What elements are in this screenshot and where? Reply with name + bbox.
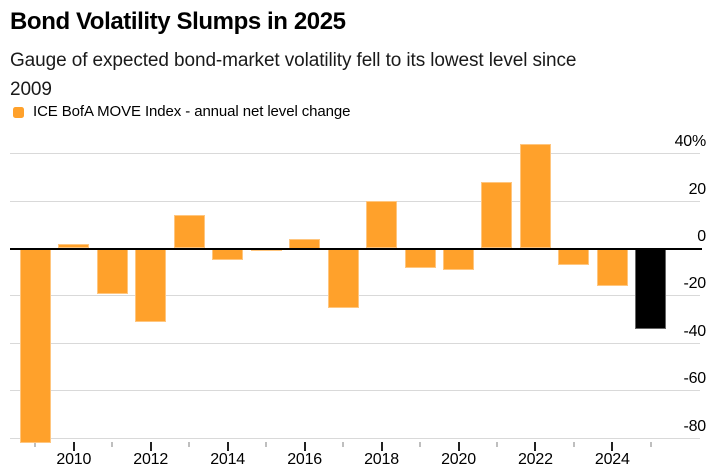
x-tick-2017 [342, 442, 345, 447]
bar-2021 [481, 182, 513, 249]
x-tick-label-2022: 2022 [517, 451, 553, 468]
x-tick-2021 [495, 442, 498, 447]
bar-2009 [19, 248, 51, 443]
x-tick-2018 [380, 442, 383, 451]
x-tick-2011 [111, 442, 114, 447]
gridline--60 [10, 390, 700, 392]
gridline--40 [10, 342, 700, 344]
gridline-20 [10, 200, 700, 202]
legend: ICE BofA MOVE Index - annual net level c… [13, 103, 350, 121]
x-tick-label-2014: 2014 [210, 451, 245, 468]
legend-swatch-icon [13, 106, 24, 118]
bar-2013 [173, 215, 205, 249]
x-tick-2023 [572, 442, 575, 447]
y-tick-label-40: 40% [674, 133, 707, 151]
y-tick-label-0: 0 [697, 228, 706, 245]
gridline--80 [10, 437, 700, 439]
x-tick-2014 [226, 442, 229, 451]
bar-2025 [635, 248, 667, 330]
x-tick-2012 [149, 442, 152, 451]
x-tick-2016 [303, 442, 306, 451]
x-tick-2015 [265, 442, 268, 447]
y-tick-label--60: -60 [683, 370, 706, 388]
legend-label: ICE BofA MOVE Index - annual net level c… [33, 103, 351, 120]
bar-2012 [135, 248, 167, 322]
x-tick-2020 [457, 442, 460, 451]
bar-2011 [96, 248, 128, 294]
bar-2022 [519, 144, 551, 249]
bar-2023 [558, 248, 590, 266]
bar-2019 [404, 248, 436, 268]
bar-2016 [289, 239, 321, 249]
bar-2020 [443, 248, 474, 270]
y-tick-label--40: -40 [683, 322, 706, 340]
x-tick-2025 [649, 442, 652, 447]
bar-2017 [327, 248, 359, 308]
x-tick-label-2010: 2010 [56, 451, 92, 468]
y-tick-label-20: 20 [688, 180, 707, 198]
x-tick-label-2018: 2018 [364, 451, 399, 468]
x-tick-2019 [419, 442, 421, 447]
x-tick-2024 [611, 442, 614, 451]
chart-title: Bond Volatility Slumps in 2025 [10, 8, 346, 35]
bar-2014 [212, 248, 244, 261]
x-tick-2013 [188, 442, 191, 447]
zero-baseline [10, 247, 702, 250]
x-tick-2010 [72, 442, 75, 451]
bar-2018 [366, 201, 397, 249]
x-tick-label-2016: 2016 [287, 451, 322, 468]
x-tick-2009 [34, 442, 37, 447]
x-tick-label-2012: 2012 [133, 451, 169, 468]
chart-subtitle: Gauge of expected bond-market volatility… [10, 50, 577, 100]
x-tick-label-2024: 2024 [594, 451, 630, 468]
y-tick-label--80: -80 [683, 417, 706, 435]
bar-2010 [58, 243, 90, 249]
x-tick-2022 [534, 442, 537, 451]
bar-2015 [250, 248, 282, 251]
x-tick-label-2020: 2020 [441, 451, 476, 468]
y-tick-label--20: -20 [683, 275, 706, 293]
bar-2024 [596, 248, 628, 287]
gridline-40 [10, 153, 700, 155]
